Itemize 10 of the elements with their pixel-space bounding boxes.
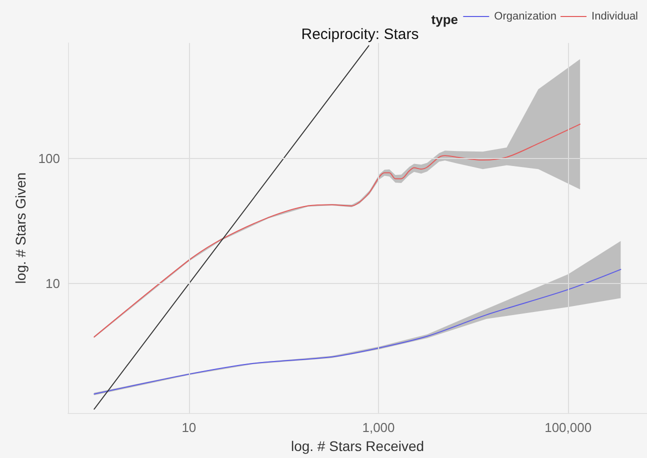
x-tick-label: 10 <box>182 420 196 436</box>
legend-title: type <box>431 12 458 27</box>
x-tick-label: 1,000 <box>362 420 395 436</box>
x-axis-title: log. # Stars Received <box>290 438 424 454</box>
chart-title: Reciprocity: Stars <box>301 26 419 43</box>
legend-label: Individual <box>592 10 638 22</box>
y-tick-label: 100 <box>38 150 60 166</box>
legend-label: Organization <box>494 10 557 22</box>
x-tick-label: 100,000 <box>544 420 592 436</box>
y-axis-title: log. # Stars Given <box>12 172 28 284</box>
